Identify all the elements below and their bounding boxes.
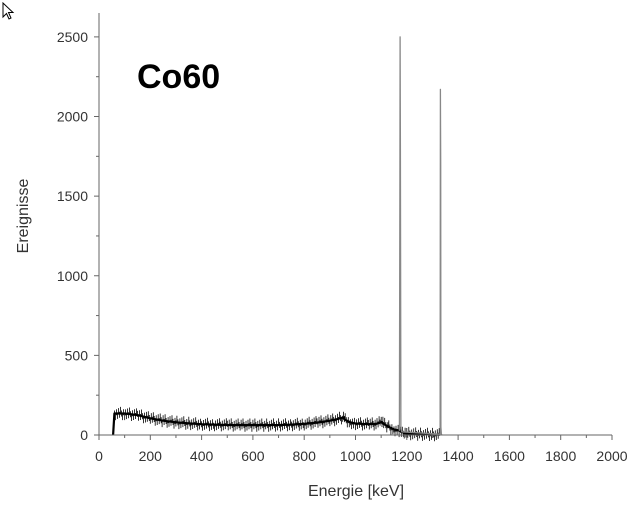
- y-axis-ticks: 0 500 1000 1500 2000 2500: [57, 29, 99, 443]
- x-axis-ticks: 0 200 400 600 800 1000 1200 1400 1600 1800 2000: [95, 435, 628, 464]
- y-tick-label: 500: [65, 347, 89, 363]
- y-tick-label: 2000: [57, 109, 88, 125]
- y-tick-label: 0: [80, 427, 88, 443]
- x-tick-label: 400: [190, 448, 214, 464]
- x-tick-label: 1800: [545, 448, 576, 464]
- x-tick-label: 2000: [596, 448, 627, 464]
- series-line-1: [398, 36, 443, 436]
- x-tick-label: 600: [241, 448, 265, 464]
- y-tick-label: 1500: [57, 188, 88, 204]
- y-axis-label: Ereignisse: [15, 179, 32, 254]
- chart-title: Co60: [137, 58, 220, 96]
- x-tick-label: 1200: [391, 448, 422, 464]
- x-axis-label: Energie [keV]: [308, 483, 404, 500]
- x-tick-label: 800: [293, 448, 317, 464]
- series-layer: [112, 36, 443, 442]
- y-tick-label: 2500: [57, 29, 88, 45]
- y-tick-label: 1000: [57, 268, 88, 284]
- x-tick-label: 0: [95, 448, 103, 464]
- x-tick-label: 1400: [443, 448, 474, 464]
- x-tick-label: 1600: [494, 448, 525, 464]
- mouse-pointer-icon: [2, 2, 15, 20]
- x-tick-label: 1000: [340, 448, 371, 464]
- x-tick-label: 200: [139, 448, 163, 464]
